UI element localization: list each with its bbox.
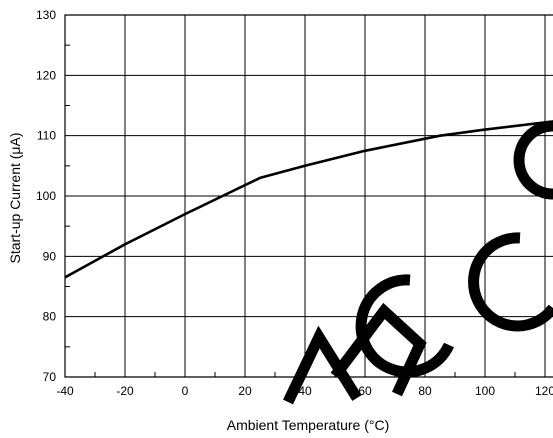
x-tick-labels: -40 -20 0 20 40 60 80 100 120 — [56, 384, 553, 398]
series-line-0 — [64, 120, 553, 279]
x-tick-label: 60 — [358, 384, 372, 398]
y-tick-label: 110 — [37, 129, 56, 143]
x-tick-label: 100 — [475, 384, 495, 398]
x-tick-label: -20 — [116, 384, 134, 398]
y-tick-label: 100 — [36, 189, 56, 203]
x-tick-label: 80 — [418, 384, 432, 398]
y-tick-label: 70 — [43, 370, 57, 384]
x-tick-label: 0 — [182, 384, 189, 398]
grid — [65, 15, 553, 377]
plot-frame — [64, 14, 553, 378]
plot-frame-border — [64, 14, 553, 378]
y-tick-label: 120 — [36, 68, 56, 82]
x-tick-label: 40 — [298, 384, 312, 398]
series-layer — [64, 120, 553, 279]
watermark-logo — [283, 120, 553, 405]
x-axis-title: Ambient Temperature (°C) — [227, 417, 390, 433]
y-tick-label: 130 — [36, 8, 56, 22]
x-tick-label: 120 — [535, 384, 553, 398]
y-tick-labels: 70 80 90 100 110 120 130 — [36, 8, 56, 384]
y-tick-label: 90 — [43, 249, 57, 263]
x-tick-label: -40 — [56, 384, 74, 398]
y-tick-label: 80 — [43, 310, 57, 324]
y-axis-title: Start-up Current (μA) — [7, 133, 23, 264]
x-tick-label: 20 — [238, 384, 252, 398]
